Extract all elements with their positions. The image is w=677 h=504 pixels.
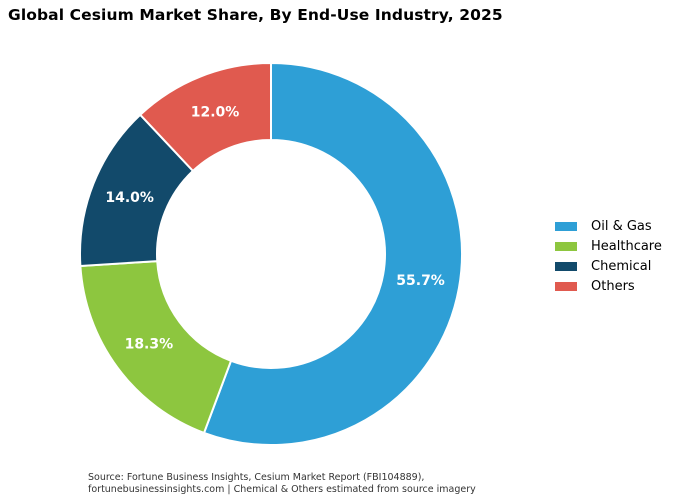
- legend-label-oil-gas: Oil & Gas: [591, 218, 652, 234]
- source-line-1: Source: Fortune Business Insights, Cesiu…: [88, 472, 425, 483]
- chart-title: Global Cesium Market Share, By End-Use I…: [8, 6, 503, 24]
- legend-swatch-healthcare: [555, 241, 577, 251]
- data-label-oil-gas: 55.7%: [396, 273, 445, 289]
- legend: Oil & Gas Healthcare Chemical Others: [555, 216, 662, 296]
- legend-swatch-oil-gas: [555, 221, 577, 231]
- legend-item-others: Others: [555, 276, 662, 296]
- slice-healthcare: [79, 260, 233, 435]
- legend-label-others: Others: [591, 278, 635, 294]
- legend-item-healthcare: Healthcare: [555, 236, 662, 256]
- legend-label-healthcare: Healthcare: [591, 238, 662, 254]
- data-label-others: 12.0%: [191, 105, 240, 121]
- legend-swatch-others: [555, 281, 577, 291]
- legend-swatch-chemical: [555, 261, 577, 271]
- legend-item-oil-gas: Oil & Gas: [555, 216, 662, 236]
- legend-item-chemical: Chemical: [555, 256, 662, 276]
- data-label-healthcare: 18.3%: [125, 336, 174, 352]
- slice-oil-gas: [202, 61, 463, 446]
- legend-label-chemical: Chemical: [591, 258, 652, 274]
- slice-others: [138, 61, 272, 173]
- data-label-chemical: 14.0%: [105, 190, 154, 206]
- source-line-2: fortunebusinessinsights.com | Chemical &…: [88, 484, 476, 495]
- source-note: Source: Fortune Business Insights, Cesiu…: [88, 472, 476, 496]
